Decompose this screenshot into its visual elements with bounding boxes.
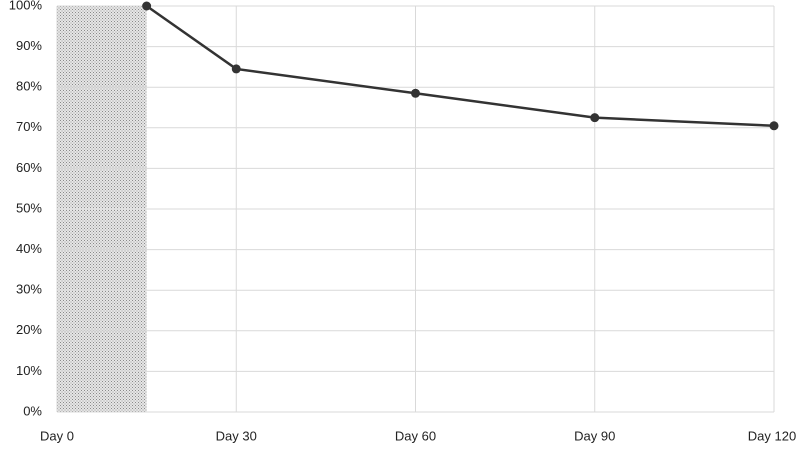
y-tick-label: 100% — [9, 0, 43, 12]
marker — [142, 1, 152, 11]
y-tick-label: 80% — [16, 79, 42, 94]
y-tick-label: 30% — [16, 282, 42, 297]
marker — [231, 64, 241, 74]
x-tick-label: Day 120 — [748, 428, 796, 443]
marker — [769, 121, 779, 131]
y-tick-label: 0% — [23, 403, 42, 418]
marker — [411, 88, 420, 98]
y-tick-label: 10% — [16, 363, 42, 378]
y-tick-label: 20% — [16, 322, 42, 337]
x-tick-label: Day 0 — [40, 428, 74, 443]
line — [145, 4, 775, 128]
y-tick-label: 90% — [16, 38, 42, 53]
x-tick-label: Day 60 — [395, 428, 436, 443]
x-tick-label: Day 30 — [216, 428, 257, 443]
y-tick-label: 40% — [16, 241, 42, 256]
x-tick-label: Day 90 — [574, 428, 615, 443]
y-tick-label: 70% — [16, 119, 42, 134]
y-tick-label: 50% — [16, 200, 42, 215]
y-tick-label: 60% — [16, 160, 42, 175]
marker — [590, 113, 600, 123]
